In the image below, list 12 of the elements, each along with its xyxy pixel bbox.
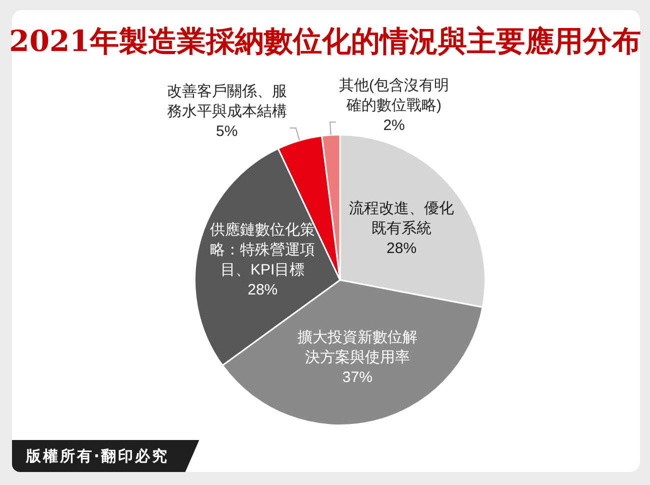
chart-title: 2021年製造業採納數位化的情況與主要應用分布 — [8, 23, 642, 60]
slice-label: 供應鏈數位化策略：特殊營運項目、KPI目標 — [210, 221, 316, 278]
data-label: 37% — [342, 369, 372, 386]
slice-label: 流程改進、優化既有系統 — [349, 200, 454, 238]
text: 版權所有‧翻印必究 — [26, 446, 170, 466]
slice-label: 擴大投資新數位解決方案與使用率 — [297, 329, 418, 366]
data-label: 2% — [383, 117, 405, 134]
slice-label: 改善客戶關係、服務水平與成本結構 — [166, 83, 287, 120]
data-label: 5% — [216, 123, 238, 140]
data-label: 28% — [386, 240, 417, 258]
data-label: 28% — [248, 281, 278, 298]
slice-label: 其他(包含沒有明確的數位戰略) — [339, 77, 450, 114]
